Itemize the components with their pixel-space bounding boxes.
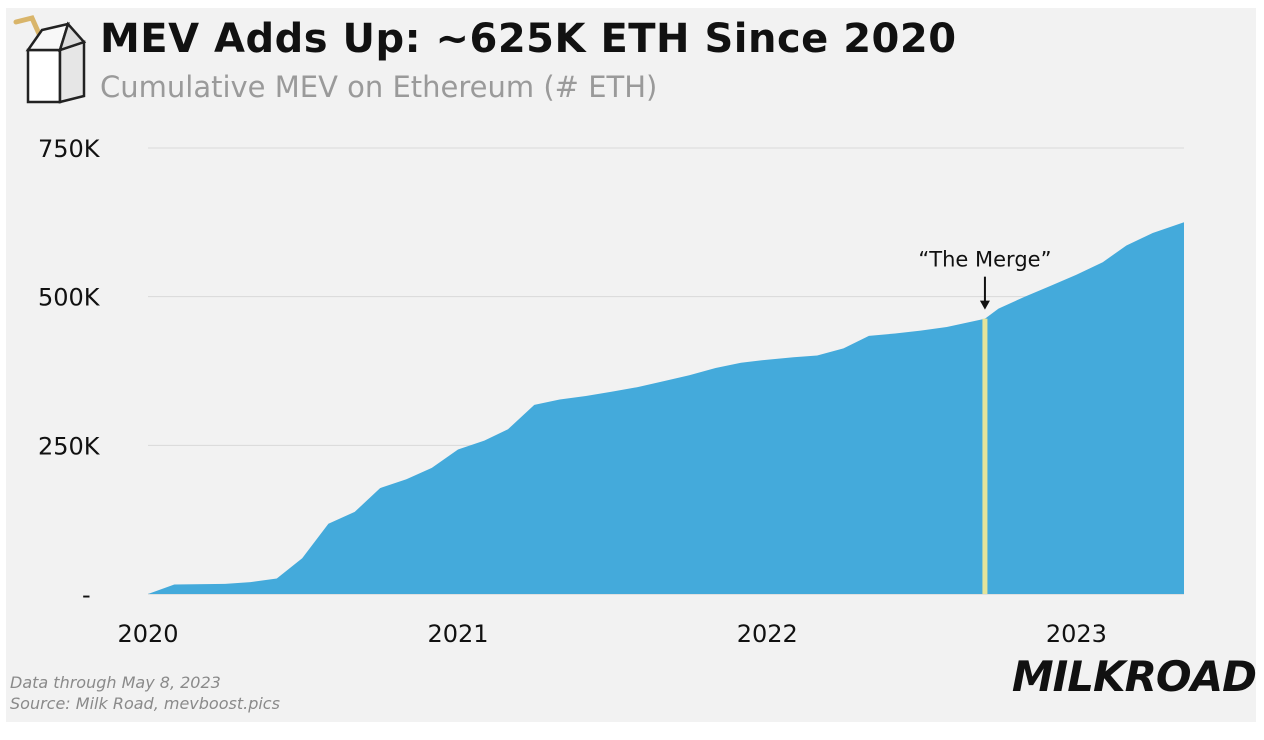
chart-title: MEV Adds Up: ~625K ETH Since 2020 bbox=[100, 16, 957, 62]
y-tick-label: 750K bbox=[38, 135, 101, 163]
merge-marker-line bbox=[982, 318, 988, 594]
brand-logo-text: MILKROAD bbox=[1011, 652, 1257, 701]
source-note: Source: Milk Road, mevboost.pics bbox=[10, 694, 280, 713]
milk-carton-icon bbox=[13, 15, 87, 104]
x-tick-label: 2023 bbox=[1046, 620, 1107, 648]
x-tick-label: 2021 bbox=[427, 620, 488, 648]
area-series bbox=[148, 222, 1184, 595]
x-axis: 2020 2021 2022 2023 bbox=[117, 620, 1106, 648]
series-area bbox=[148, 222, 1184, 595]
x-tick-label: 2022 bbox=[737, 620, 798, 648]
annotation-layer: “The Merge” bbox=[918, 248, 1051, 594]
merge-annotation-label: “The Merge” bbox=[918, 248, 1051, 272]
x-tick-label: 2020 bbox=[117, 620, 178, 648]
chart-subtitle: Cumulative MEV on Ethereum (# ETH) bbox=[100, 70, 658, 104]
y-tick-label: 250K bbox=[38, 432, 101, 460]
y-tick-label: 500K bbox=[38, 284, 101, 312]
merge-arrow-head bbox=[979, 300, 990, 310]
y-axis: - 250K 500K 750K bbox=[38, 135, 101, 609]
y-tick-label: - bbox=[82, 581, 91, 609]
data-through-note: Data through May 8, 2023 bbox=[10, 673, 221, 692]
